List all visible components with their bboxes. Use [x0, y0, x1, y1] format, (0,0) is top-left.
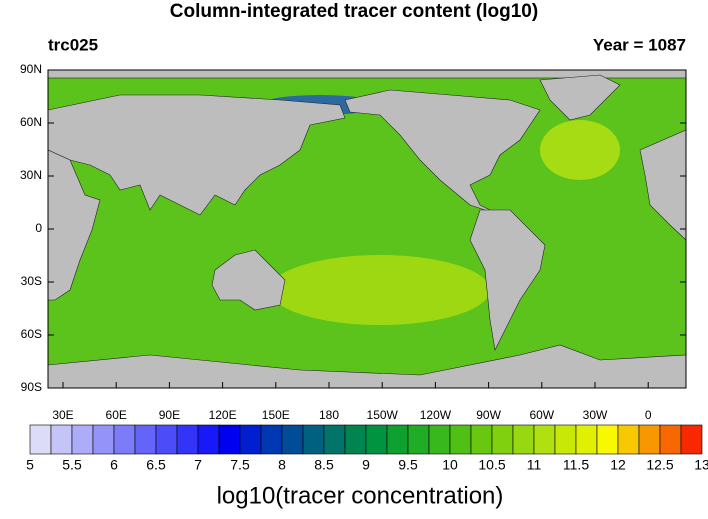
lat-label: 90S	[21, 380, 42, 394]
lon-label: 180	[319, 408, 339, 422]
lon-label: 60E	[106, 408, 127, 422]
left-label: trc025	[48, 35, 98, 54]
colorbar-box	[680, 424, 703, 455]
colorbar-tick-label: 12	[610, 457, 626, 473]
colorbar-box	[134, 424, 157, 455]
lon-label: 30E	[52, 408, 73, 422]
colorbar-tick-label: 10	[442, 457, 458, 473]
ocean-shade	[540, 120, 620, 180]
map	[47, 69, 687, 389]
colorbar-box	[197, 424, 220, 455]
greenland	[539, 74, 621, 121]
colorbar-box	[554, 424, 577, 455]
colorbar-tick-label: 10.5	[478, 457, 505, 473]
colorbar-box	[617, 424, 640, 455]
lon-label: 120W	[420, 408, 452, 422]
colorbar-tick-label: 12.5	[646, 457, 673, 473]
colorbar-tick-label: 11.5	[563, 457, 589, 473]
lon-label: 90E	[159, 408, 180, 422]
lon-label: 0	[645, 408, 652, 422]
colorbar-tick-label: 6	[110, 457, 118, 473]
africa	[47, 149, 101, 301]
lon-label: 150E	[262, 408, 290, 422]
lon-label: 120E	[209, 408, 237, 422]
lat-label: 30N	[20, 168, 42, 182]
colorbar-box	[407, 424, 430, 455]
colorbar-box	[281, 424, 304, 455]
north-america	[344, 89, 541, 216]
colorbar-tick-label: 8	[278, 457, 286, 473]
colorbar-box	[155, 424, 178, 455]
colorbar-box	[596, 424, 619, 455]
colorbar-box	[239, 424, 262, 455]
lat-label: 30S	[21, 274, 42, 288]
colorbar-label: log10(tracer concentration)	[217, 482, 504, 509]
colorbar-box	[92, 424, 115, 455]
colorbar-box	[302, 424, 325, 455]
colorbar-tick-label: 9	[362, 457, 370, 473]
colorbar-tick-label: 8.5	[314, 457, 334, 473]
colorbar-box	[512, 424, 535, 455]
lat-label: 90N	[20, 62, 42, 76]
lat-label: 60N	[20, 115, 42, 129]
colorbar-tick-label: 5.5	[62, 457, 82, 473]
right-label: Year = 1087	[593, 35, 686, 54]
colorbar-box	[491, 424, 514, 455]
colorbar-box	[50, 424, 73, 455]
colorbar-tick-label: 7	[194, 457, 202, 473]
lat-label: 0	[35, 221, 42, 235]
colorbar-box	[113, 424, 136, 455]
colorbar-box	[386, 424, 409, 455]
colorbar-box	[638, 424, 661, 455]
lon-label: 30W	[583, 408, 608, 422]
lat-label: 60S	[21, 327, 42, 341]
colorbar-box	[365, 424, 388, 455]
colorbar-box	[470, 424, 493, 455]
colorbar-box	[29, 424, 52, 455]
colorbar-box	[218, 424, 241, 455]
colorbar-tick-label: 7.5	[230, 457, 250, 473]
colorbar-tick-label: 11	[527, 457, 542, 473]
colorbar-tick-label: 6.5	[146, 457, 166, 473]
ocean-shade	[270, 255, 490, 325]
title: Column-integrated tracer content (log10)	[170, 1, 538, 22]
colorbar-box	[71, 424, 94, 455]
lon-label: 150W	[367, 408, 399, 422]
eurasia	[47, 94, 346, 216]
colorbar-box	[344, 424, 367, 455]
australia	[211, 249, 286, 311]
colorbar-box	[575, 424, 598, 455]
lon-label: 60W	[529, 408, 554, 422]
colorbar-tick-label: 5	[26, 457, 34, 473]
south-america	[469, 209, 546, 351]
colorbar-box	[428, 424, 451, 455]
colorbar-tick-label: 13	[694, 457, 708, 473]
colorbar-box	[323, 424, 346, 455]
colorbar-box	[659, 424, 682, 455]
colorbar-tick-label: 9.5	[398, 457, 418, 473]
colorbar-box	[176, 424, 199, 455]
colorbar-box	[449, 424, 472, 455]
lon-label: 90W	[476, 408, 501, 422]
colorbar-box	[260, 424, 283, 455]
colorbar-box	[533, 424, 556, 455]
